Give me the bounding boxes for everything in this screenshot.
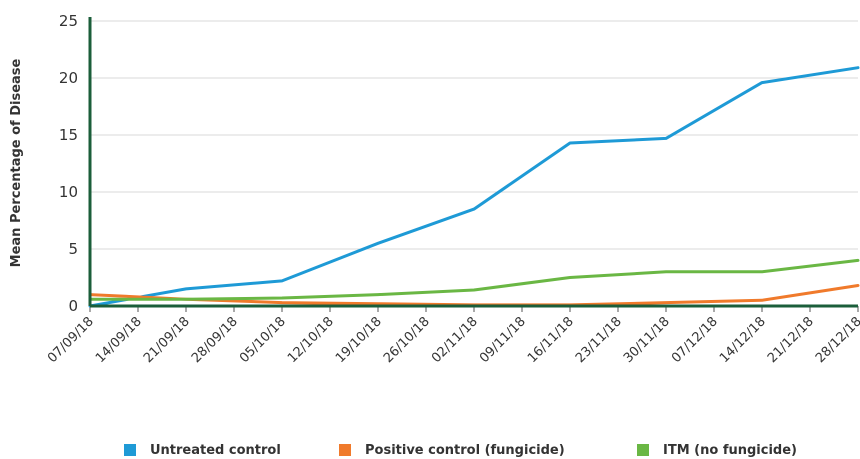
series-line <box>88 258 860 301</box>
x-tick-label: 28/09/18 <box>189 314 241 366</box>
x-tick-label: 30/11/18 <box>621 314 673 366</box>
series-line <box>88 66 860 308</box>
x-tick-label: 07/09/18 <box>45 314 97 366</box>
y-tick-label: 25 <box>59 12 78 30</box>
y-tick-label: 10 <box>59 183 78 201</box>
y-axis-ticks: 0 5 10 15 20 25 <box>59 12 78 315</box>
legend-swatch <box>339 444 351 456</box>
x-tick-label: 23/11/18 <box>573 314 625 366</box>
y-tick-label: 20 <box>59 69 78 87</box>
y-axis-label: Mean Percentage of Disease <box>9 58 24 267</box>
x-tick-label: 28/12/18 <box>813 314 860 366</box>
x-tick-label: 05/10/18 <box>237 314 289 366</box>
x-tick-label: 26/10/18 <box>381 314 433 366</box>
legend-label: Positive control (fungicide) <box>365 443 565 458</box>
x-tick-label: 02/11/18 <box>429 314 481 366</box>
y-tick-label: 15 <box>59 126 78 144</box>
x-tick-label: 16/11/18 <box>525 314 577 366</box>
y-tick-label: 0 <box>68 297 78 315</box>
legend: Untreated control Positive control (fungi… <box>124 443 797 458</box>
x-axis-ticks: 07/09/1814/09/1821/09/1828/09/1805/10/18… <box>45 306 860 366</box>
y-tick-label: 5 <box>68 240 78 258</box>
x-tick-label: 14/09/18 <box>93 314 145 366</box>
x-tick-label: 14/12/18 <box>717 314 769 366</box>
gridlines <box>90 20 858 250</box>
x-tick-label: 12/10/18 <box>285 314 337 366</box>
x-tick-label: 09/11/18 <box>477 314 529 366</box>
x-tick-label: 21/12/18 <box>765 314 817 366</box>
legend-swatch <box>124 444 136 456</box>
legend-swatch <box>637 444 649 456</box>
x-tick-label: 07/12/18 <box>669 314 721 366</box>
x-tick-label: 19/10/18 <box>333 314 385 366</box>
legend-label: Untreated control <box>150 443 281 458</box>
x-tick-label: 21/09/18 <box>141 314 193 366</box>
series-lines <box>88 66 860 308</box>
legend-label: ITM (no fungicide) <box>663 443 797 458</box>
